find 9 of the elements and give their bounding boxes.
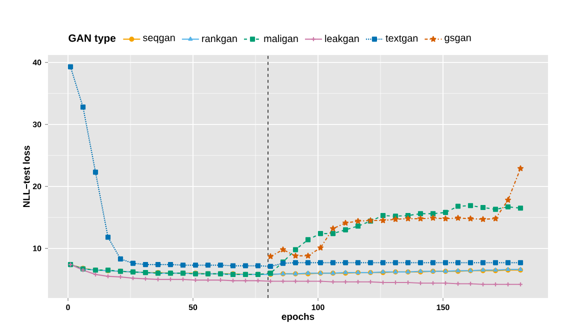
legend-label: textgan <box>386 35 418 44</box>
legend-label: gsgan <box>444 36 471 44</box>
legend-label: leakgan <box>325 34 359 44</box>
legend-title: GAN type <box>68 34 116 44</box>
legend-label: seqgan <box>143 36 175 44</box>
y-axis-title: NLL−test loss <box>22 146 30 208</box>
legend-label: maligan <box>264 34 298 44</box>
x-axis-title: epochs <box>282 313 314 322</box>
legend-label: rankgan <box>202 34 237 44</box>
